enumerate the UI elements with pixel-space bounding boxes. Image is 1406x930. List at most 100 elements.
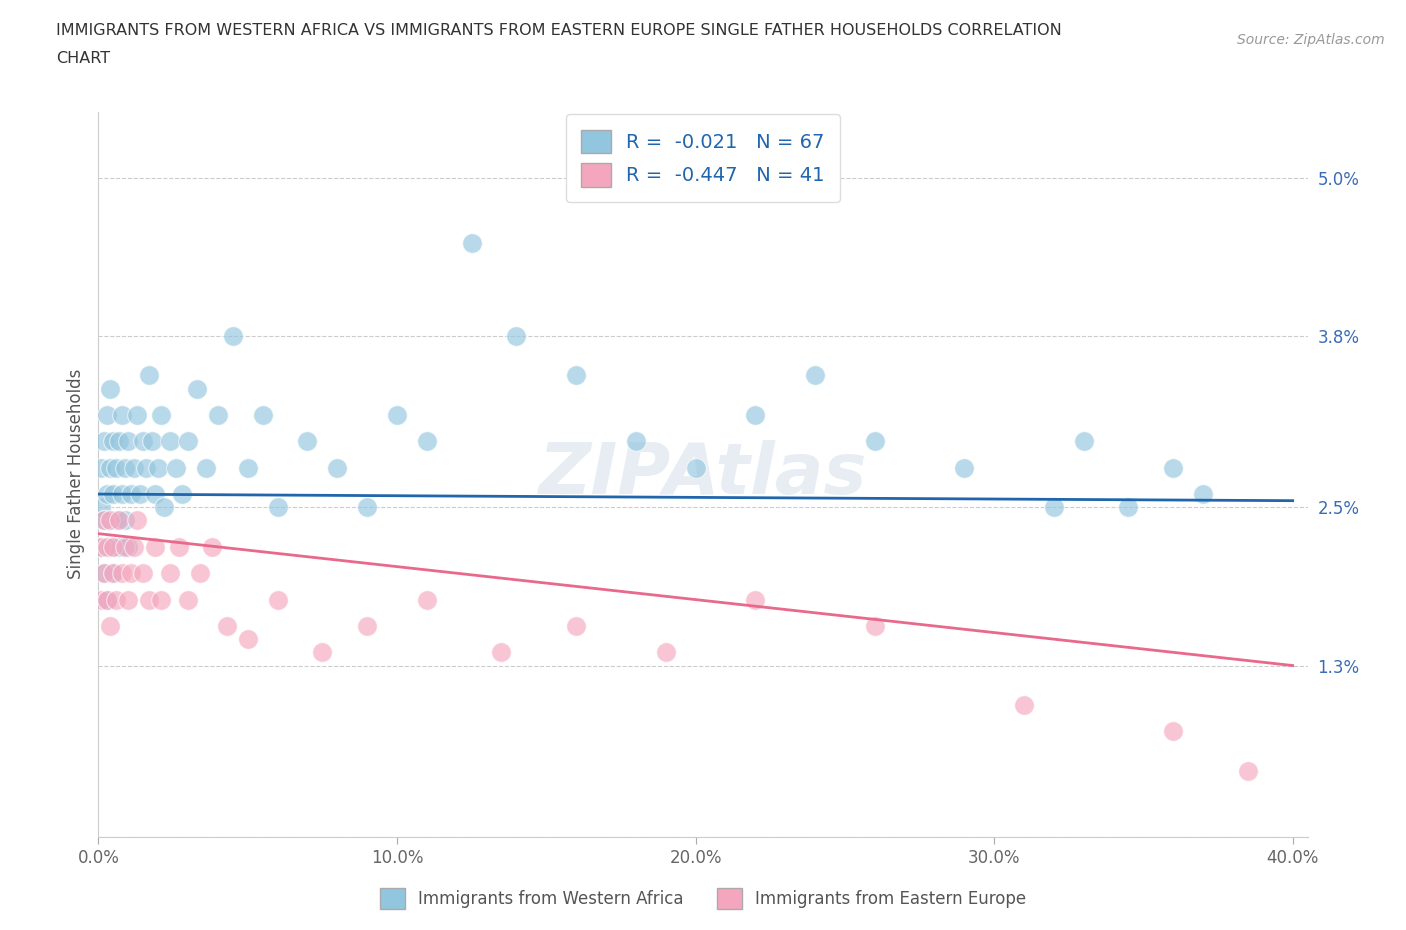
Point	[1161, 724, 1184, 739]
Point	[103, 539, 125, 554]
Point	[143, 539, 166, 554]
Point	[150, 407, 173, 422]
Point	[114, 513, 136, 528]
Point	[111, 565, 134, 580]
Point	[188, 565, 211, 580]
Point	[98, 381, 121, 396]
Legend: R =  -0.021   N = 67, R =  -0.447   N = 41: R = -0.021 N = 67, R = -0.447 N = 41	[565, 114, 841, 203]
Text: Source: ZipAtlas.com: Source: ZipAtlas.com	[1237, 33, 1385, 46]
Point	[170, 486, 193, 501]
Point	[1192, 486, 1215, 501]
Point	[108, 434, 131, 449]
Point	[326, 460, 349, 475]
Point	[624, 434, 647, 449]
Point	[252, 407, 274, 422]
Point	[122, 460, 145, 475]
Point	[1073, 434, 1095, 449]
Point	[685, 460, 707, 475]
Point	[96, 407, 118, 422]
Point	[138, 592, 160, 607]
Point	[565, 368, 588, 383]
Point	[96, 486, 118, 501]
Point	[863, 618, 886, 633]
Point	[93, 565, 115, 580]
Point	[98, 618, 121, 633]
Point	[385, 407, 408, 422]
Point	[804, 368, 827, 383]
Point	[167, 539, 190, 554]
Point	[222, 328, 245, 343]
Point	[201, 539, 224, 554]
Point	[150, 592, 173, 607]
Point	[105, 460, 128, 475]
Point	[103, 434, 125, 449]
Point	[215, 618, 238, 633]
Text: ZIPAtlas: ZIPAtlas	[538, 440, 868, 509]
Point	[744, 407, 766, 422]
Point	[297, 434, 319, 449]
Point	[117, 592, 139, 607]
Point	[1237, 764, 1260, 778]
Point	[953, 460, 976, 475]
Point	[491, 644, 513, 659]
Point	[1118, 499, 1140, 514]
Point	[120, 486, 142, 501]
Point	[654, 644, 676, 659]
Point	[177, 592, 200, 607]
Point	[90, 460, 112, 475]
Point	[266, 499, 288, 514]
Point	[98, 539, 121, 554]
Point	[129, 486, 152, 501]
Point	[194, 460, 217, 475]
Point	[108, 513, 131, 528]
Point	[114, 539, 136, 554]
Point	[90, 592, 112, 607]
Point	[93, 513, 115, 528]
Point	[120, 565, 142, 580]
Point	[103, 486, 125, 501]
Point	[114, 460, 136, 475]
Point	[93, 513, 115, 528]
Point	[356, 499, 378, 514]
Point	[105, 513, 128, 528]
Point	[93, 565, 115, 580]
Point	[416, 592, 439, 607]
Point	[98, 513, 121, 528]
Text: CHART: CHART	[56, 51, 110, 66]
Point	[177, 434, 200, 449]
Point	[127, 407, 149, 422]
Point	[111, 486, 134, 501]
Point	[103, 565, 125, 580]
Point	[863, 434, 886, 449]
Point	[159, 434, 181, 449]
Point	[93, 434, 115, 449]
Point	[108, 539, 131, 554]
Point	[159, 565, 181, 580]
Point	[90, 499, 112, 514]
Point	[117, 434, 139, 449]
Point	[356, 618, 378, 633]
Text: IMMIGRANTS FROM WESTERN AFRICA VS IMMIGRANTS FROM EASTERN EUROPE SINGLE FATHER H: IMMIGRANTS FROM WESTERN AFRICA VS IMMIGR…	[56, 23, 1062, 38]
Point	[135, 460, 157, 475]
Point	[207, 407, 229, 422]
Point	[146, 460, 169, 475]
Point	[744, 592, 766, 607]
Point	[236, 631, 259, 646]
Point	[565, 618, 588, 633]
Point	[90, 539, 112, 554]
Point	[96, 539, 118, 554]
Point	[132, 565, 155, 580]
Point	[1012, 698, 1035, 712]
Point	[141, 434, 163, 449]
Point	[103, 565, 125, 580]
Point	[505, 328, 527, 343]
Point	[96, 592, 118, 607]
Point	[460, 236, 482, 251]
Point	[138, 368, 160, 383]
Point	[122, 539, 145, 554]
Point	[132, 434, 155, 449]
Point	[416, 434, 439, 449]
Point	[127, 513, 149, 528]
Point	[143, 486, 166, 501]
Point	[165, 460, 187, 475]
